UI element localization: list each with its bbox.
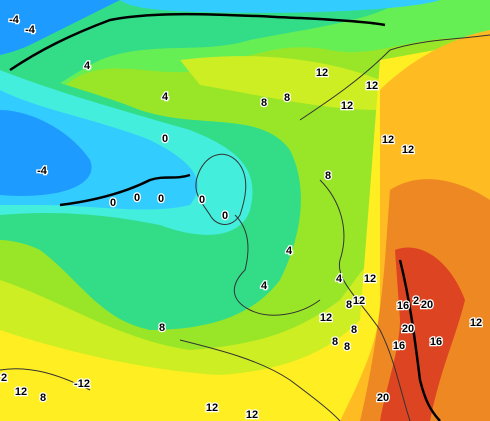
contour-label: 12 [366,80,378,92]
zone-red [380,247,465,421]
coastline [0,368,91,391]
contour-label: 4 [84,60,91,72]
contour-label: 4 [261,280,268,292]
contour-label: 16 [397,300,409,312]
zone-blue-north [0,0,120,55]
contour-label: -12 [74,378,90,390]
contour-line [398,259,441,421]
contour-label: 12 [320,312,332,324]
contour-label: 2 [1,372,7,384]
contour-label: 12 [364,273,376,285]
zone-yellow [0,40,490,421]
contour-label: 8 [351,324,357,336]
contour-label: 12 [341,100,353,112]
contour-label: -4 [37,165,48,177]
contour-label: 12 [15,386,27,398]
contour-label: 0 [162,133,168,145]
zone-lime [180,56,380,110]
contour-label: 0 [134,192,140,204]
coastline [233,214,321,316]
contour-label: 8 [344,341,350,353]
contour-label: 0 [158,193,164,205]
contour-line [59,173,191,207]
contour-label: 4 [336,273,343,285]
contour-label: 12 [470,317,482,329]
contour-label: 8 [159,322,165,334]
coastline [179,339,341,421]
zone-green [0,0,400,120]
contour-label: 8 [332,336,338,348]
zone-cyan-north [120,0,440,13]
contour-label: -4 [9,14,20,26]
contour-label: 8 [40,392,46,404]
contour-label: 0 [222,210,228,222]
contour-label: 20 [421,299,433,311]
contour-label: 16 [393,340,405,352]
contour-label: 8 [346,299,352,311]
contour-label: 20 [402,323,414,335]
contour-label: 20 [377,392,389,404]
coastline [319,179,411,421]
contour-label: 0 [199,194,205,206]
contour-label: 16 [430,336,442,348]
contour-label: 12 [316,67,328,79]
coastline [195,153,247,225]
contour-label: 0 [110,197,116,209]
contour-label: 12 [246,409,258,421]
contour-label: 8 [261,97,267,109]
contour-label: 8 [325,170,331,182]
contour-label: -4 [25,24,36,36]
contour-label: 2 [413,295,419,307]
contour-label: 12 [402,144,414,156]
contour-label: 12 [206,402,218,414]
contour-label: 4 [286,245,293,257]
contour-label: 12 [353,295,365,307]
contour-line [9,12,386,72]
contour-label: 8 [284,92,290,104]
coastline [299,34,490,121]
contour-label: 4 [162,91,169,103]
contour-label: 12 [382,134,394,146]
zone-blue [0,110,92,196]
